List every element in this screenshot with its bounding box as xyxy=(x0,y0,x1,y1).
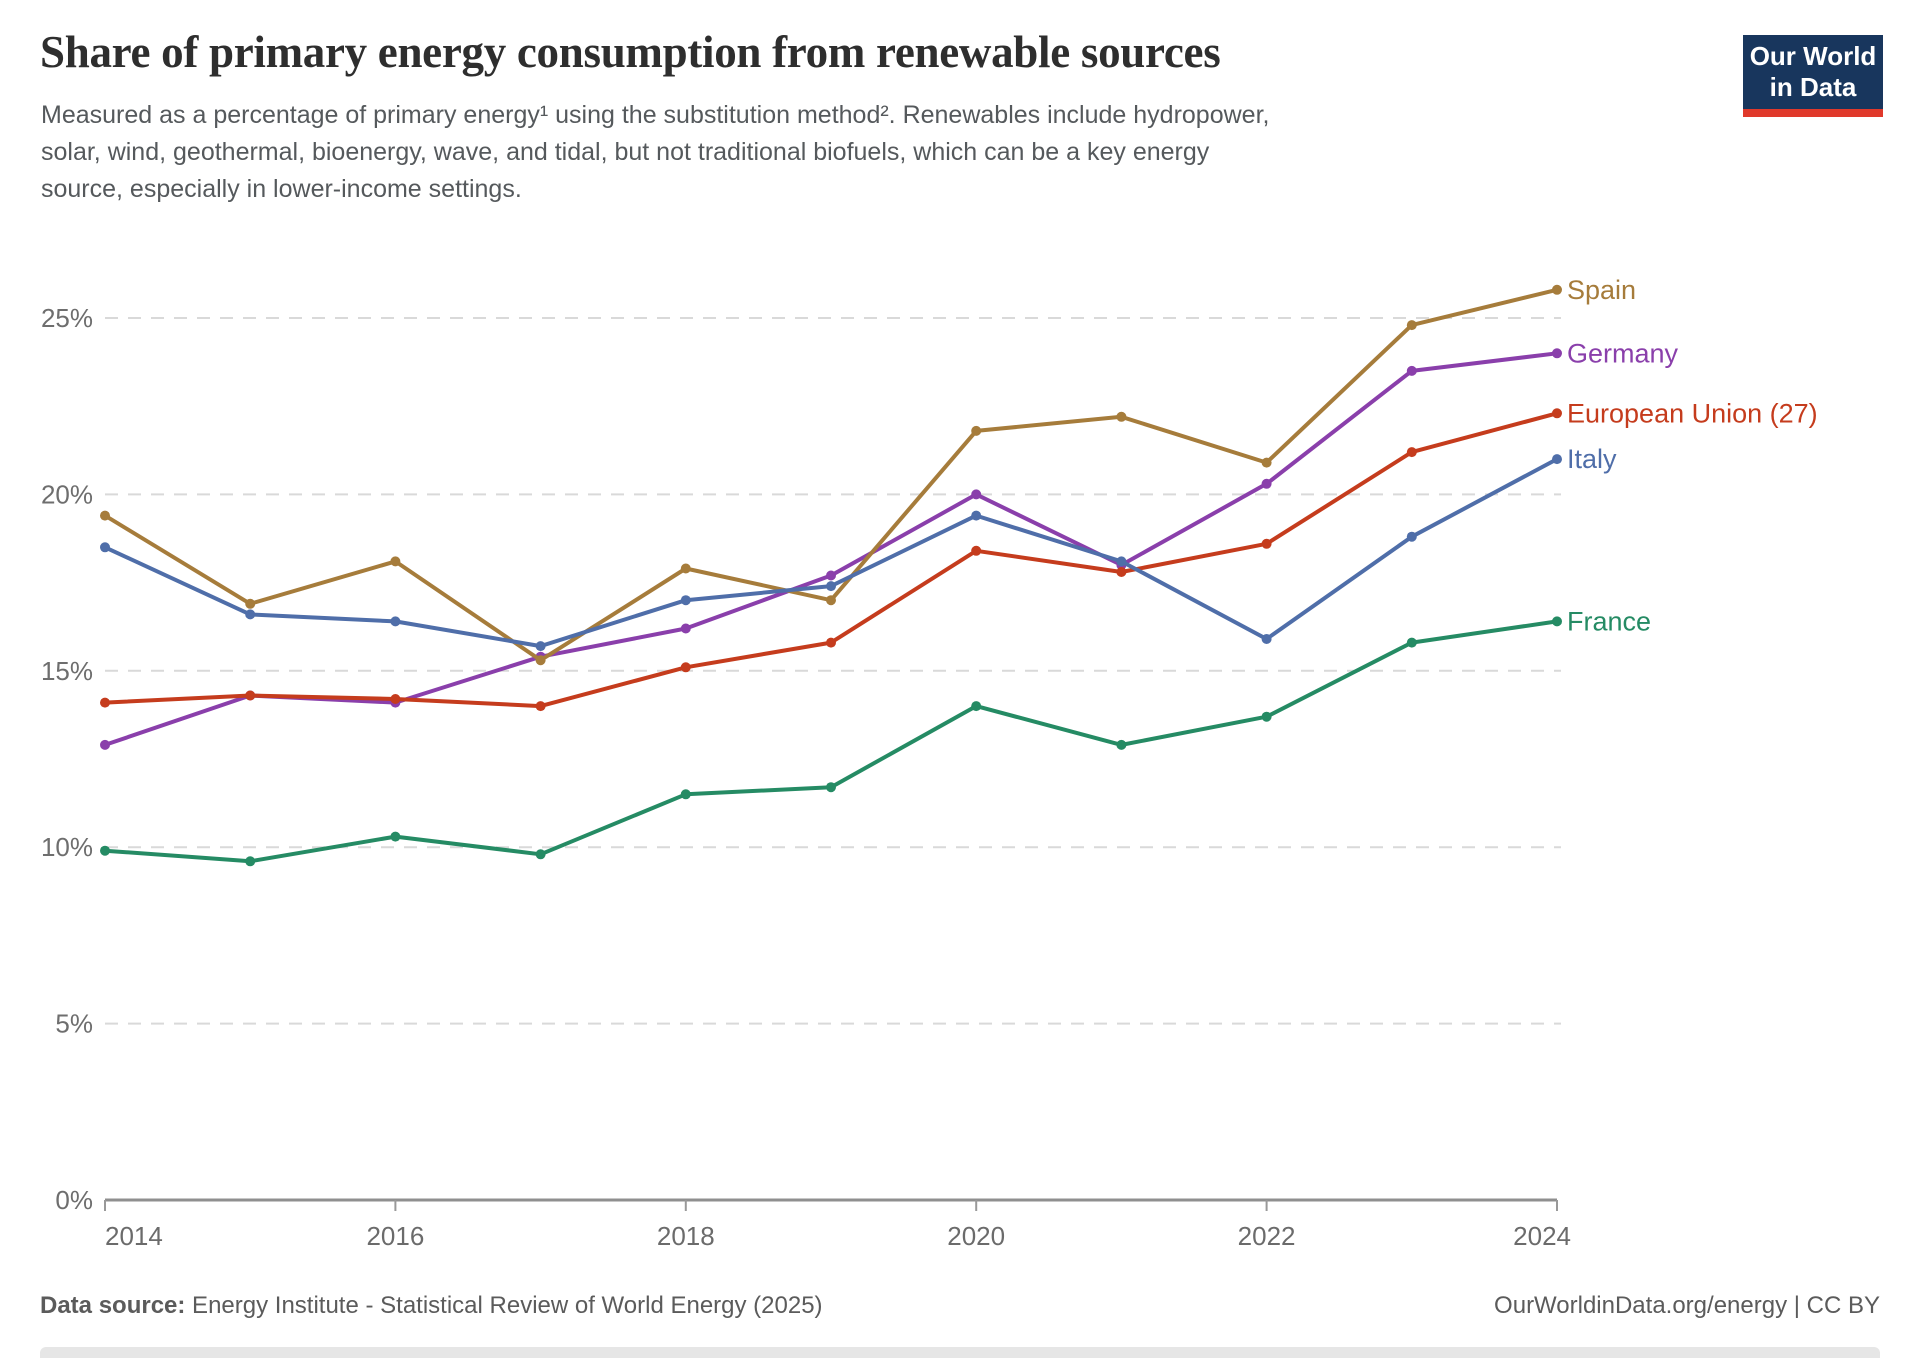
data-point-france-2018 xyxy=(680,789,691,800)
data-point-spain-2019 xyxy=(826,595,836,606)
chart-subtitle: Measured as a percentage of primary ener… xyxy=(41,97,1461,208)
data-point-european-union-27-2016 xyxy=(390,694,401,704)
data-point-germany-2019 xyxy=(826,570,836,581)
data-point-italy-2015 xyxy=(245,609,256,620)
subtitle-line-1: Measured as a percentage of primary ener… xyxy=(41,101,1270,129)
data-point-germany-2022 xyxy=(1261,478,1272,489)
data-point-france-2019 xyxy=(826,782,836,793)
x-axis-label-2016: 2016 xyxy=(366,1221,424,1251)
data-point-france-2015 xyxy=(245,856,256,867)
data-point-spain-2018 xyxy=(680,563,691,574)
data-point-france-2021 xyxy=(1116,739,1127,750)
data-point-spain-2014 xyxy=(100,510,110,521)
data-point-european-union-27-2023 xyxy=(1406,447,1417,458)
x-axis-label-2024: 2024 xyxy=(1513,1221,1571,1251)
y-axis-label-25: 25% xyxy=(41,303,93,333)
bottom-bar xyxy=(40,1347,1880,1358)
data-point-germany-2020 xyxy=(971,489,982,500)
data-point-spain-2021 xyxy=(1116,411,1127,422)
data-point-spain-2023 xyxy=(1406,320,1417,331)
subtitle-line-3: source, especially in lower-income setti… xyxy=(41,175,522,203)
data-point-france-2020 xyxy=(971,701,982,712)
page-title: Share of primary energy consumption from… xyxy=(40,27,1221,77)
data-point-italy-2019 xyxy=(826,581,836,592)
y-axis-label-5: 5% xyxy=(55,1009,93,1039)
data-point-spain-2017 xyxy=(535,655,546,666)
data-point-european-union-27-2021 xyxy=(1116,567,1127,577)
series-line-france[interactable] xyxy=(103,619,1559,864)
y-axis-label-20: 20% xyxy=(41,479,93,509)
data-point-germany-2023 xyxy=(1406,365,1417,376)
x-axis-label-2022: 2022 xyxy=(1238,1221,1296,1251)
data-point-italy-2014 xyxy=(100,542,110,553)
data-point-italy-2021 xyxy=(1116,556,1127,567)
series-line-italy[interactable] xyxy=(103,457,1559,649)
data-point-france-2023 xyxy=(1406,637,1417,648)
data-point-european-union-27-2018 xyxy=(680,662,691,673)
series-line-germany[interactable] xyxy=(103,351,1559,747)
data-point-france-2016 xyxy=(390,831,401,842)
data-point-european-union-27-2022 xyxy=(1261,538,1272,549)
data-point-germany-2024 xyxy=(1552,348,1562,359)
data-source-text: Energy Institute - Statistical Review of… xyxy=(185,1292,823,1319)
owid-logo-underline xyxy=(1743,109,1883,117)
data-point-france-2017 xyxy=(535,849,546,860)
data-point-italy-2022 xyxy=(1261,634,1272,644)
x-axis-label-2014: 2014 xyxy=(105,1221,163,1251)
subtitle-line-2: solar, wind, geothermal, bioenergy, wave… xyxy=(41,138,1210,166)
data-point-france-2014 xyxy=(100,845,110,856)
data-point-italy-2020 xyxy=(971,510,982,521)
y-axis-label-0: 0% xyxy=(55,1185,93,1215)
legend-label-spain[interactable]: Spain xyxy=(1567,275,1636,305)
data-point-european-union-27-2014 xyxy=(100,697,110,708)
data-point-european-union-27-2017 xyxy=(535,701,546,712)
chart-footer: Data source: Energy Institute - Statisti… xyxy=(40,1292,1880,1320)
x-axis-label-2020: 2020 xyxy=(947,1221,1005,1251)
data-point-france-2024 xyxy=(1552,616,1562,627)
data-source-label: Data source: xyxy=(40,1292,186,1319)
data-point-spain-2022 xyxy=(1261,457,1272,468)
data-point-italy-2017 xyxy=(535,641,546,652)
data-point-france-2022 xyxy=(1261,711,1272,722)
data-point-italy-2024 xyxy=(1552,454,1562,465)
data-point-european-union-27-2024 xyxy=(1552,408,1562,419)
line-chart: 0% 5% 10% 15% 20% 25% 2014 2016 2018 2020 2022 2024… xyxy=(41,275,1818,1251)
data-point-italy-2023 xyxy=(1406,531,1417,542)
data-source: Data source: Energy Institute - Statisti… xyxy=(40,1292,823,1320)
data-point-spain-2015 xyxy=(245,598,256,609)
legend-label-european-union-27[interactable]: European Union (27) xyxy=(1567,398,1818,428)
data-point-germany-2014 xyxy=(100,739,110,750)
data-point-spain-2016 xyxy=(390,556,401,567)
data-point-italy-2016 xyxy=(390,616,401,627)
data-point-germany-2018 xyxy=(680,623,691,634)
attribution[interactable]: OurWorldinData.org/energy | CC BY xyxy=(1494,1292,1880,1319)
data-point-european-union-27-2019 xyxy=(826,637,836,648)
y-axis-label-10: 10% xyxy=(41,832,93,862)
legend-label-italy[interactable]: Italy xyxy=(1567,444,1617,474)
data-point-european-union-27-2020 xyxy=(971,545,982,556)
series-line-european-union-27[interactable] xyxy=(103,411,1559,709)
data-point-spain-2020 xyxy=(971,425,982,436)
data-point-european-union-27-2015 xyxy=(245,690,256,701)
legend-label-france[interactable]: France xyxy=(1567,606,1651,636)
owid-logo-text: Our World in Data xyxy=(1743,35,1883,109)
owid-logo[interactable]: Our World in Data xyxy=(1743,35,1883,117)
data-point-italy-2018 xyxy=(680,595,691,606)
y-axis-label-15: 15% xyxy=(41,656,93,686)
x-axis-label-2018: 2018 xyxy=(657,1221,715,1251)
data-point-spain-2024 xyxy=(1552,284,1562,295)
legend-label-germany[interactable]: Germany xyxy=(1567,338,1679,368)
